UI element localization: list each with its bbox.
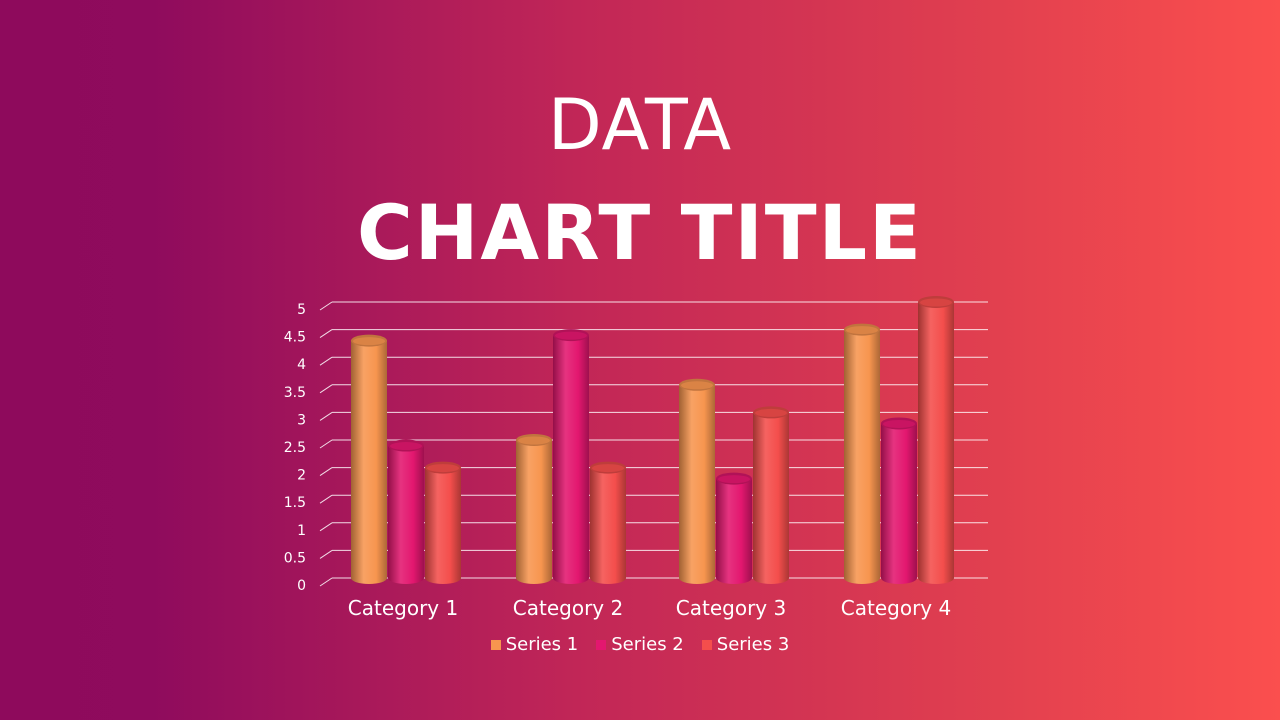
legend-item-series-1: Series 1 <box>490 634 579 655</box>
bar-category-2-series-2 <box>553 329 589 584</box>
y-tick-label: 3 <box>297 412 306 428</box>
y-tick-label: 0 <box>297 578 306 594</box>
legend-label: Series 1 <box>505 634 579 655</box>
bar-category-4-series-1 <box>844 323 880 584</box>
x-tick-label: Category 4 <box>841 596 951 620</box>
legend-swatch <box>701 639 712 650</box>
bar-category-1-series-3 <box>425 461 461 584</box>
x-tick-label: Category 1 <box>348 596 458 620</box>
bar-category-3-series-1 <box>679 378 715 584</box>
legend-item-series-2: Series 2 <box>596 634 684 655</box>
legend-swatch <box>596 639 607 650</box>
legend-label: Series 3 <box>716 634 790 655</box>
legend-item-series-3: Series 3 <box>701 634 790 655</box>
x-tick-label: Category 2 <box>513 596 623 620</box>
bar-category-2-series-3 <box>590 461 626 584</box>
gridline-depth <box>319 301 333 311</box>
bar-category-3-series-2 <box>716 472 752 584</box>
y-tick-label: 2.5 <box>284 440 306 456</box>
legend-swatch <box>490 639 501 650</box>
gridline-depth <box>319 384 333 394</box>
bar-category-4-series-2 <box>881 417 917 584</box>
gridline-depth <box>319 549 333 559</box>
gridline-depth <box>319 522 333 532</box>
y-tick-label: 4 <box>297 357 306 373</box>
y-tick-label: 1 <box>297 523 306 539</box>
x-tick-label: Category 3 <box>676 596 786 620</box>
bar-category-1-series-1 <box>351 334 387 584</box>
gridline-depth <box>319 577 333 587</box>
bar-category-3-series-3 <box>753 406 789 584</box>
gridline-depth <box>319 411 333 421</box>
chart-title: CHART TITLE <box>357 188 923 277</box>
bar-category-4-series-3 <box>918 296 954 584</box>
y-tick-label: 2 <box>297 468 306 484</box>
y-tick-label: 1.5 <box>284 495 306 511</box>
legend-label: Series 2 <box>611 634 684 655</box>
y-tick-label: 5 <box>297 302 306 318</box>
gridline-depth <box>319 494 333 504</box>
y-tick-label: 3.5 <box>284 385 306 401</box>
bar-category-1-series-2 <box>388 439 424 584</box>
title-line-1: DATA <box>547 84 733 166</box>
legend: Series 1 Series 2 Series 3 <box>0 634 1280 655</box>
y-tick-label: 4.5 <box>284 330 306 346</box>
gridline-depth <box>319 439 333 449</box>
bar-category-2-series-1 <box>516 434 552 584</box>
gridline-depth <box>319 467 333 477</box>
y-tick-label: 0.5 <box>284 550 306 566</box>
gridline-depth <box>319 356 333 366</box>
gridline-depth <box>319 329 333 339</box>
